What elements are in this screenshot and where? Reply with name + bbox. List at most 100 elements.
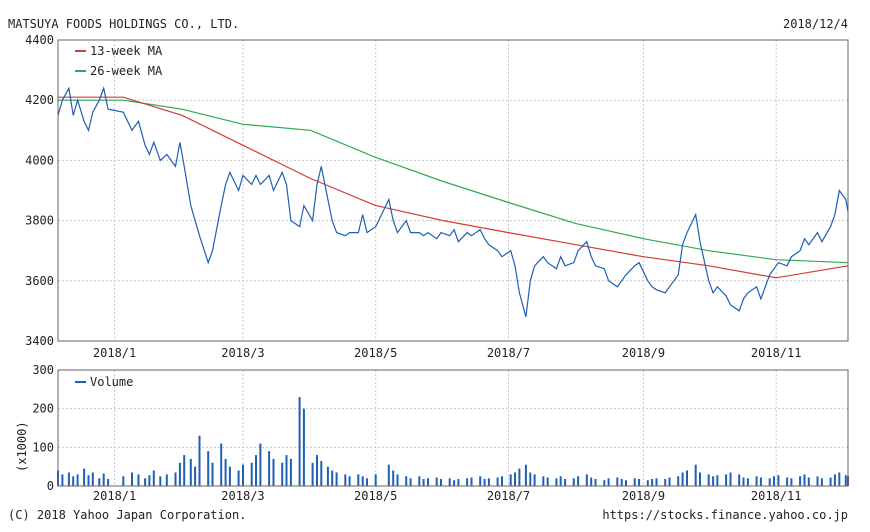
- volume-bar: [664, 479, 667, 486]
- x-tick-label: 2018/11: [751, 489, 802, 503]
- volume-bar: [546, 477, 549, 486]
- volume-bar: [72, 476, 75, 486]
- volume-bar: [746, 478, 749, 486]
- x-tick-label: 2018/1: [93, 489, 136, 503]
- volume-bar: [829, 477, 832, 486]
- volume-plot-frame: [57, 369, 849, 487]
- volume-bar: [316, 455, 318, 486]
- volume-bar: [102, 473, 105, 486]
- chart-date: 2018/12/4: [782, 17, 848, 31]
- volume-y-axis: 0 100 200 300: [32, 363, 54, 493]
- volume-bar: [237, 470, 240, 486]
- volume-bar: [174, 472, 177, 486]
- price-series-group: [57, 86, 849, 318]
- volume-bar: [738, 474, 741, 486]
- y-tick-label: 200: [32, 402, 54, 416]
- volume-bar: [144, 478, 147, 486]
- volume-bar: [729, 472, 732, 486]
- volume-bar: [289, 458, 292, 486]
- volume-bar: [357, 474, 360, 486]
- volume-bar: [255, 455, 257, 486]
- volume-bar: [590, 477, 593, 486]
- volume-bar: [483, 479, 486, 486]
- volume-bar: [768, 478, 771, 486]
- x-tick-label: 2018/9: [622, 489, 665, 503]
- y-tick-label: 4400: [25, 33, 54, 47]
- volume-grid: [58, 370, 848, 486]
- volume-bar: [799, 476, 802, 486]
- volume-bar: [392, 470, 395, 486]
- volume-bar: [487, 478, 490, 486]
- x-tick-label: 2018/3: [221, 489, 264, 503]
- volume-bar: [742, 477, 745, 486]
- volume-bar: [773, 476, 775, 486]
- volume-bar: [189, 458, 192, 486]
- y-tick-label: 0: [47, 479, 54, 493]
- volume-bar: [83, 468, 86, 486]
- y-tick-label: 300: [32, 363, 54, 377]
- legend-label-ma13: 13-week MA: [90, 44, 163, 58]
- volume-bar: [67, 472, 70, 486]
- volume-bar: [361, 476, 364, 486]
- volume-bar: [712, 476, 715, 486]
- price-grid: [58, 40, 848, 341]
- volume-bar: [803, 474, 806, 486]
- volume-bar: [807, 477, 810, 486]
- volume-bar: [716, 475, 719, 486]
- volume-bar: [435, 477, 438, 486]
- legend-label-volume: Volume: [90, 375, 133, 389]
- volume-bar: [152, 470, 155, 486]
- volume-bar: [183, 455, 186, 486]
- volume-bar: [148, 475, 151, 486]
- volume-bar: [542, 476, 545, 486]
- volume-bar: [625, 480, 627, 486]
- volume-bar: [348, 476, 351, 486]
- volume-bar: [509, 474, 512, 486]
- volume-bar: [302, 408, 305, 486]
- x-tick-label: 2018/11: [751, 346, 802, 360]
- price-x-axis: 2018/1 2018/3 2018/5 2018/7 2018/9 2018/11: [93, 346, 802, 360]
- volume-bar: [759, 477, 762, 486]
- volume-bar: [603, 480, 606, 486]
- volume-bar: [285, 455, 288, 486]
- volume-bar: [409, 478, 412, 486]
- volume-bar: [699, 472, 701, 486]
- volume-bar: [405, 476, 408, 486]
- volume-bar: [786, 477, 789, 486]
- volume-bar: [833, 474, 836, 486]
- volume-bar: [198, 435, 201, 486]
- volume-bar: [220, 443, 223, 486]
- legend-label-ma26: 26-week MA: [90, 64, 163, 78]
- x-tick-label: 2018/9: [622, 346, 665, 360]
- volume-bar: [422, 479, 425, 486]
- price-y-axis: 3400 3600 3800 4000 4200 4400: [25, 33, 54, 348]
- volume-bar: [281, 462, 284, 486]
- volume-bar: [514, 472, 516, 486]
- volume-bar: [681, 472, 684, 486]
- volume-bar: [335, 472, 338, 486]
- volume-bar: [165, 474, 168, 486]
- volume-bar: [107, 479, 110, 486]
- volume-bar: [272, 458, 275, 486]
- volume-bar: [122, 476, 125, 486]
- source-url[interactable]: https://stocks.finance.yahoo.co.jp: [602, 508, 848, 522]
- volume-bar: [268, 451, 271, 486]
- y-tick-label: 100: [32, 440, 54, 454]
- volume-bar: [533, 474, 536, 486]
- volume-bar: [228, 466, 231, 486]
- volume-bar: [366, 478, 368, 486]
- volume-bar: [638, 479, 641, 486]
- volume-bar: [440, 479, 442, 486]
- volume-bar: [616, 477, 619, 486]
- volume-legend: Volume: [75, 375, 133, 389]
- volume-bar: [396, 474, 399, 486]
- x-tick-label: 2018/7: [487, 346, 530, 360]
- ma26-line: [58, 99, 849, 264]
- volume-bar: [655, 478, 658, 486]
- volume-bar: [816, 476, 819, 486]
- ma13-line: [58, 96, 849, 279]
- volume-bar: [677, 476, 680, 486]
- volume-bar: [633, 478, 636, 486]
- volume-bar: [61, 474, 64, 486]
- volume-bar: [331, 470, 334, 486]
